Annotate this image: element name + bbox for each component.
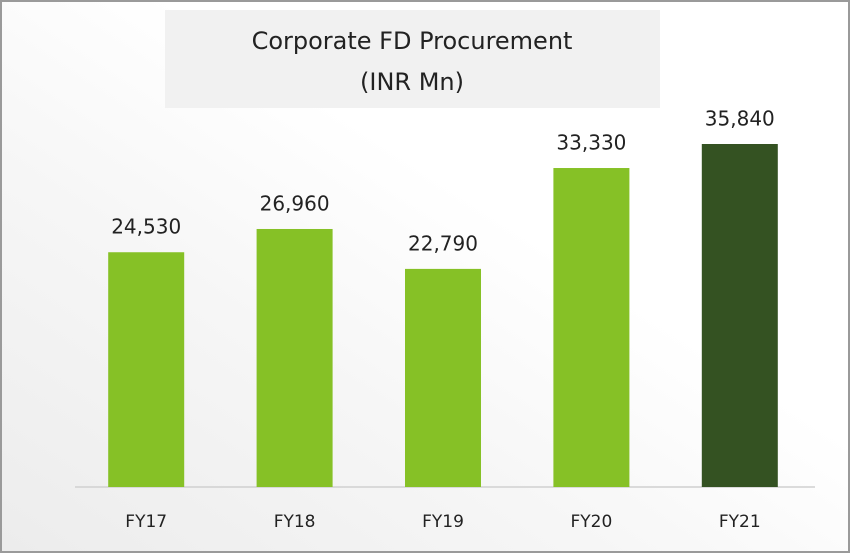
x-tick-label: FY17 [125,512,167,532]
bar [553,168,630,487]
value-label: 26,960 [260,191,330,215]
bar [256,228,333,487]
value-label: 33,330 [556,131,626,155]
x-tick-label: FY21 [719,512,761,532]
bar [405,268,481,487]
title-box [165,10,660,108]
bar [108,252,185,487]
bar [701,144,778,487]
x-tick-label: FY18 [274,512,316,532]
value-label: 35,840 [705,107,775,131]
value-label: 24,530 [111,215,181,239]
x-tick-label: FY20 [571,512,613,532]
chart-subtitle: (INR Mn) [360,68,464,96]
value-label: 22,790 [408,231,478,255]
chart-title: Corporate FD Procurement [252,27,573,55]
x-tick-label: FY19 [422,512,464,532]
